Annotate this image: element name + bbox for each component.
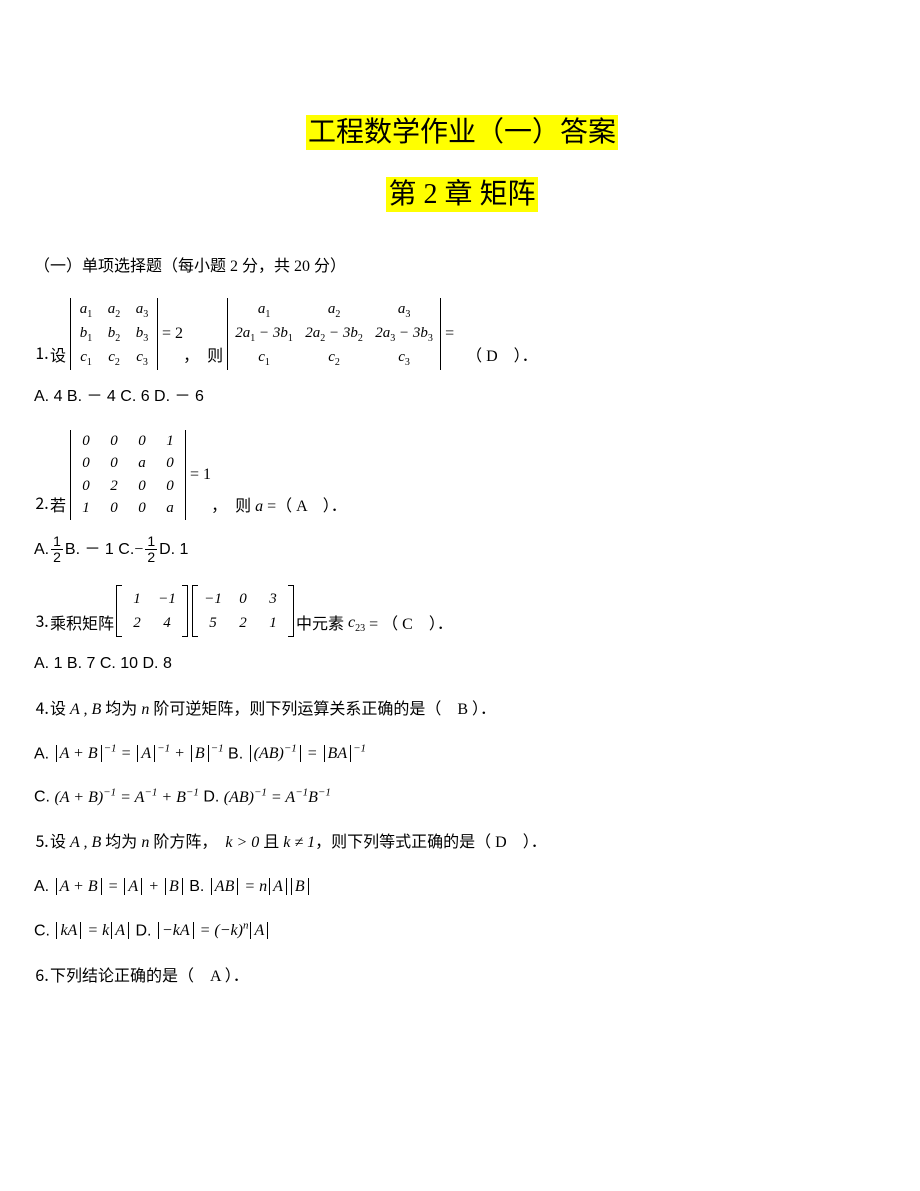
question-1: ⒈ 设 a1a2a3 b1b2b3 c1c2c3 = 2 ， 则 a1a2a3 … [34, 298, 890, 410]
q1-num: ⒈ [34, 342, 50, 370]
q1-line: ⒈ 设 a1a2a3 b1b2b3 c1c2c3 = 2 ， 则 a1a2a3 … [34, 298, 890, 370]
q6-num: ⒍ [34, 968, 50, 987]
q6-line: ⒍下列结论正确的是（ A ）． [34, 964, 890, 990]
q2-optB: B. － 1 C. [65, 537, 134, 563]
q2-line: ⒉ 若 0001 00a0 0200 100a = 1 ， 则 a =（ A ）… [34, 430, 890, 520]
q5-optC-pre: C. [34, 922, 54, 939]
q5-tail: ，则下列等式正确的是（ D ）． [315, 834, 547, 851]
question-5: ⒌设 A , B 均为 n 阶方阵， k > 0 且 k ≠ 1，则下列等式正确… [34, 830, 890, 943]
q4-optB: (AB)−1 = BA−1 [248, 745, 366, 762]
q1-eq1: = 2 [162, 321, 183, 347]
q5-optB: AB = nAB [209, 878, 311, 895]
q2-mid: ， 则 [211, 494, 255, 520]
q6-text: 下列结论正确的是（ A ）． [50, 968, 249, 985]
q3-mid: 中元素 [296, 612, 348, 638]
q5-optA: A + B = A + B [54, 878, 185, 895]
question-6: ⒍下列结论正确的是（ A ）． [34, 964, 890, 990]
title-highlight: 工程数学作业（一）答案 [306, 115, 618, 150]
q2-num: ⒉ [34, 492, 50, 520]
q4-var: A , B [70, 701, 105, 718]
q5-mid: 均为 [105, 834, 141, 851]
q1-det2: a1a2a3 2a1 − 3b12a2 − 3b22a3 − 3b3 c1c2c… [227, 298, 441, 370]
q2-eq: = 1 [190, 462, 211, 488]
q5-optC: kA = kA [54, 922, 131, 939]
q1-det1: a1a2a3 b1b2b3 c1c2c3 [70, 298, 158, 370]
q1-prefix: 设 [50, 344, 66, 370]
q5-opts-ab: A. A + B = A + B B. AB = nAB [34, 874, 890, 900]
q5-prefix: 设 [50, 834, 70, 851]
q5-k2: k ≠ 1 [283, 834, 315, 851]
question-3: ⒊ 乘积矩阵 1−1 24 −103 521 中元素 c23 = （ C ）． … [34, 585, 890, 677]
q4-line: ⒋设 A , B 均为 n 阶可逆矩阵，则下列运算关系正确的是（ B ）． [34, 697, 890, 723]
q2-prefix: 若 [50, 494, 66, 520]
q3-options: A. 1 B. 7 C. 10 D. 8 [34, 651, 890, 677]
q3-var: c23 [348, 610, 365, 637]
q2-optA-frac: 1 2 [51, 534, 63, 566]
q1-answer: （ D ）． [466, 344, 538, 370]
q5-var: A , B [70, 834, 105, 851]
q3-m1: 1−1 24 [116, 585, 188, 637]
q2-tail: =（ A ）． [263, 494, 347, 520]
page-subtitle: 第 2 章 矩阵 [34, 172, 890, 212]
q4-opts-cd: C. (A + B)−1 = A−1 + B−1 D. (AB)−1 = A−1… [34, 784, 890, 810]
q5-opts-cd: C. kA = kA D. −kA = (−k)nA [34, 918, 890, 944]
q3-num: ⒊ [34, 610, 50, 638]
q2-optD: D. 1 [159, 537, 188, 563]
q5-optA-pre: A. [34, 878, 54, 895]
q2-optC-frac: 1 2 [145, 534, 157, 566]
q4-optC: (A + B)−1 = A−1 + B−1 [54, 789, 198, 806]
q1-eq2: = [445, 321, 454, 347]
q5-optD-pre: D. [135, 922, 155, 939]
q2-var: a [255, 494, 263, 520]
q5-num: ⒌ [34, 834, 50, 853]
q5-and: 且 [259, 834, 283, 851]
subtitle-highlight: 第 2 章 矩阵 [386, 177, 537, 212]
q5-line: ⒌设 A , B 均为 n 阶方阵， k > 0 且 k ≠ 1，则下列等式正确… [34, 830, 890, 856]
q4-optA-pre: A. [34, 745, 54, 762]
q4-opts-ab: A. A + B−1 = A−1 + B−1 B. (AB)−1 = BA−1 [34, 741, 890, 767]
q4-nvar: n [141, 701, 153, 718]
q4-prefix: 设 [50, 701, 70, 718]
q1-options: A. 4 B. － 4 C. 6 D. － 6 [34, 384, 890, 410]
q4-tail: 阶可逆矩阵，则下列运算关系正确的是（ B ）． [153, 701, 496, 718]
q2-optA-pre: A. [34, 537, 49, 563]
q5-mid2: 阶方阵， [153, 834, 225, 851]
q4-optA: A + B−1 = A−1 + B−1 [54, 745, 224, 762]
q4-optC-pre: C. [34, 789, 54, 806]
q3-tail: = （ C ）． [365, 612, 453, 638]
section-header: （一）单项选择题（每小题 2 分，共 20 分） [34, 252, 890, 276]
q2-det: 0001 00a0 0200 100a [70, 430, 186, 520]
q3-m2: −103 521 [192, 585, 294, 637]
q5-optD: −kA = (−k)nA [156, 922, 270, 939]
q3-line: ⒊ 乘积矩阵 1−1 24 −103 521 中元素 c23 = （ C ）． [34, 585, 890, 637]
q4-optD: (AB)−1 = A−1B−1 [224, 789, 331, 806]
q1-mid: ， 则 [183, 344, 223, 370]
page-title: 工程数学作业（一）答案 [34, 110, 890, 150]
q4-optD-pre: D. [203, 789, 223, 806]
q2-options: A. 1 2 B. － 1 C. − 1 2 D. 1 [34, 534, 890, 566]
q5-k1: k > 0 [225, 834, 259, 851]
q5-nvar: n [141, 834, 153, 851]
q4-num: ⒋ [34, 701, 50, 720]
q3-prefix: 乘积矩阵 [50, 612, 114, 638]
question-4: ⒋设 A , B 均为 n 阶可逆矩阵，则下列运算关系正确的是（ B ）． A.… [34, 697, 890, 810]
q5-optB-pre: B. [189, 878, 209, 895]
q4-mid: 均为 [105, 701, 141, 718]
question-2: ⒉ 若 0001 00a0 0200 100a = 1 ， 则 a =（ A ）… [34, 430, 890, 566]
q2-optC-neg: − [134, 537, 143, 563]
q4-optB-pre: B. [228, 745, 248, 762]
